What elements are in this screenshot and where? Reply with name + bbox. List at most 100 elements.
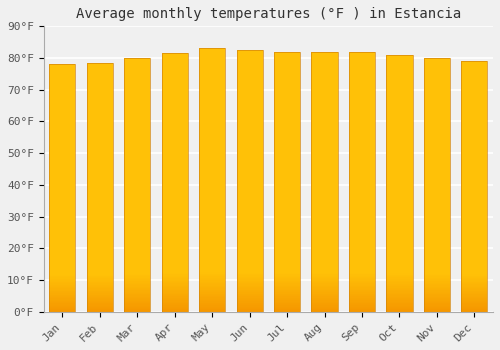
Bar [424,274,450,275]
Bar [162,291,188,293]
Bar [162,241,188,242]
Bar [349,128,375,130]
Bar [124,75,150,76]
Bar [461,161,487,163]
Bar [386,282,412,284]
Bar [162,256,188,258]
Bar [124,180,150,181]
Bar [349,209,375,210]
Bar [274,105,300,106]
Bar [199,55,226,56]
Bar [312,194,338,195]
Bar [312,91,338,92]
Bar [424,114,450,115]
Bar [386,293,412,294]
Bar [386,95,412,96]
Bar [274,265,300,266]
Bar [312,108,338,109]
Bar [461,278,487,279]
Bar [162,278,188,280]
Bar [312,304,338,306]
Bar [86,201,113,202]
Bar [124,303,150,304]
Bar [349,110,375,112]
Bar [199,64,226,65]
Bar [162,198,188,200]
Bar [124,83,150,85]
Bar [312,275,338,277]
Bar [461,262,487,263]
Bar [86,65,113,66]
Bar [274,119,300,121]
Bar [386,262,412,263]
Bar [236,199,262,201]
Bar [162,248,188,250]
Bar [162,75,188,77]
Bar [50,295,76,296]
Bar [312,246,338,247]
Bar [162,250,188,251]
Bar [461,80,487,81]
Bar [199,311,226,312]
Bar [386,138,412,140]
Bar [86,73,113,74]
Bar [424,233,450,235]
Bar [386,201,412,203]
Bar [162,66,188,68]
Bar [236,210,262,211]
Bar [274,122,300,123]
Bar [236,94,262,96]
Bar [424,222,450,223]
Bar [236,121,262,122]
Bar [274,91,300,92]
Bar [386,159,412,160]
Bar [86,256,113,257]
Bar [274,248,300,250]
Bar [124,194,150,195]
Bar [274,93,300,94]
Bar [274,287,300,288]
Bar [199,114,226,116]
Bar [199,236,226,237]
Bar [199,62,226,63]
Bar [86,220,113,221]
Bar [162,132,188,133]
Bar [312,140,338,141]
Bar [349,306,375,307]
Bar [86,198,113,200]
Bar [162,300,188,302]
Bar [461,209,487,210]
Bar [236,311,262,312]
Bar [424,227,450,228]
Bar [349,292,375,294]
Bar [461,237,487,238]
Bar [50,193,76,194]
Bar [386,154,412,155]
Bar [424,311,450,312]
Bar [349,190,375,191]
Bar [349,251,375,252]
Bar [50,229,76,230]
Bar [386,142,412,144]
Bar [199,104,226,105]
Bar [312,183,338,184]
Bar [386,103,412,104]
Bar [386,286,412,287]
Bar [312,208,338,209]
Bar [349,160,375,161]
Bar [199,99,226,100]
Bar [274,78,300,79]
Bar [424,231,450,232]
Bar [86,173,113,174]
Bar [236,133,262,134]
Bar [50,267,76,268]
Bar [124,292,150,293]
Bar [86,127,113,129]
Bar [349,74,375,75]
Bar [312,240,338,241]
Bar [274,200,300,201]
Bar [349,114,375,116]
Bar [424,261,450,262]
Bar [86,297,113,298]
Bar [312,149,338,150]
